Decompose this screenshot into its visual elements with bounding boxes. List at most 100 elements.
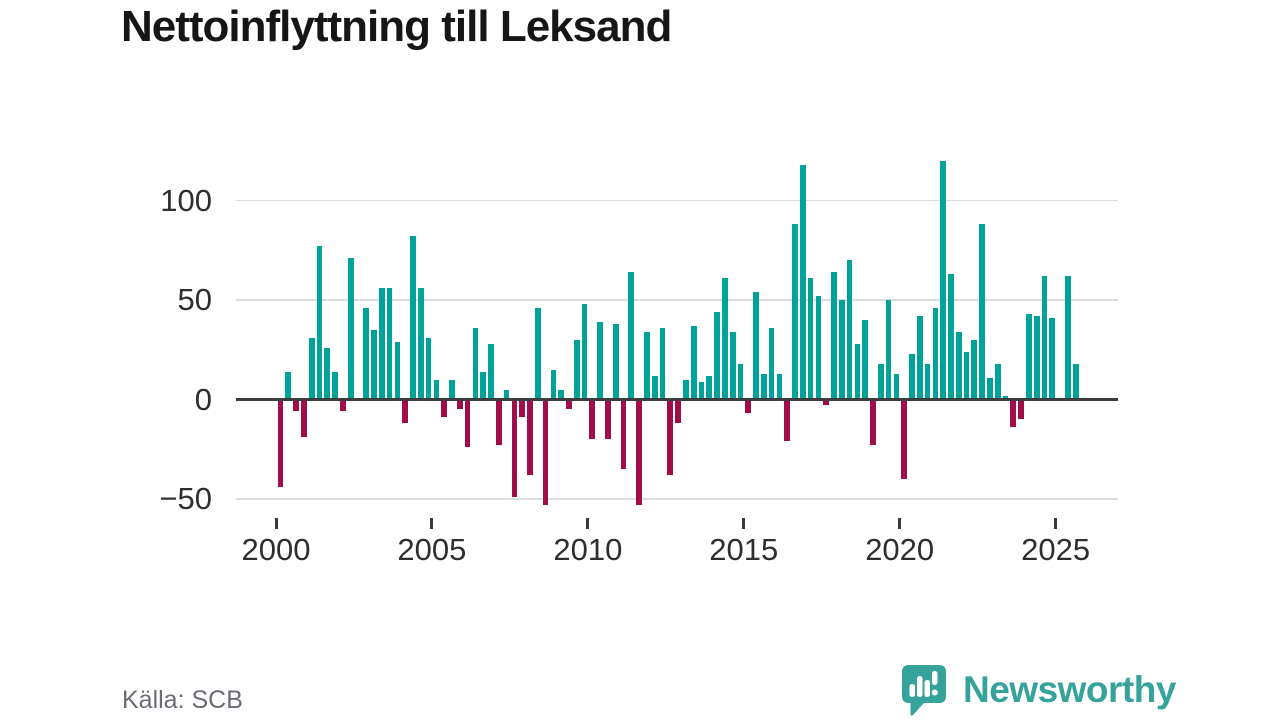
bar-2007-Q2 [503, 389, 510, 400]
bar-2004-Q1 [402, 399, 409, 424]
newsworthy-bubble-icon [902, 665, 946, 716]
bar-2024-Q3 [1041, 276, 1048, 400]
bar-2016-Q3 [792, 224, 798, 400]
bar-2004-Q4 [425, 337, 432, 400]
bar-2000-Q1 [277, 399, 284, 488]
y-axis-label-0: 0 [194, 381, 212, 417]
bar-2011-Q3 [636, 399, 642, 505]
x-axis-label-2000: 2000 [241, 532, 311, 567]
bar-2013-Q3 [698, 381, 705, 400]
bar-2022-Q1 [963, 351, 970, 400]
bar-2008-Q1 [527, 399, 533, 476]
bar-2006-Q1 [464, 399, 471, 448]
speech-bubble-shape [902, 665, 946, 716]
bar-2016-Q1 [776, 373, 783, 400]
bar-2003-Q4 [394, 341, 401, 400]
bar-2004-Q3 [417, 288, 424, 400]
x-axis-label-2020: 2020 [865, 532, 935, 567]
y-axis-label--50: −50 [159, 481, 212, 516]
bar-2017-Q2 [815, 296, 822, 400]
logo-bar-icon-1 [909, 684, 915, 697]
logo-exclamation-bar-icon [932, 671, 938, 685]
bar-2019-Q4 [893, 373, 900, 400]
bar-2006-Q3 [480, 371, 487, 400]
x-tick-2005 [430, 518, 434, 529]
bar-2018-Q2 [846, 260, 853, 400]
bar-2001-Q1 [308, 337, 315, 400]
bar-2018-Q3 [854, 343, 861, 400]
bar-2010-Q3 [605, 399, 611, 440]
logo-bar-icon-2 [917, 676, 923, 697]
x-axis-label-2025: 2025 [1021, 532, 1091, 567]
bar-2011-Q2 [628, 272, 635, 400]
bar-2023-Q2 [1002, 395, 1009, 400]
bar-2021-Q3 [948, 274, 954, 400]
bar-2017-Q4 [831, 272, 837, 400]
bar-2006-Q2 [472, 327, 479, 400]
bar-2003-Q2 [378, 288, 385, 400]
bar-2020-Q4 [924, 363, 931, 400]
bar-2003-Q1 [371, 329, 377, 400]
bar-2014-Q2 [722, 278, 728, 400]
bar-2023-Q3 [1010, 399, 1017, 428]
bar-2019-Q1 [870, 399, 876, 446]
bar-2010-Q2 [597, 321, 603, 400]
bar-2009-Q4 [581, 303, 588, 400]
bar-2007-Q4 [519, 399, 525, 418]
bar-2025-Q2 [1065, 276, 1071, 400]
bar-2009-Q1 [558, 389, 564, 400]
bar-2016-Q2 [784, 399, 791, 442]
bar-2008-Q4 [550, 369, 557, 400]
bar-2018-Q1 [838, 300, 845, 400]
bar-2022-Q3 [979, 224, 985, 400]
x-tick-2020 [898, 518, 902, 529]
bar-2014-Q1 [714, 311, 720, 400]
newsworthy-logo: Newsworthy [898, 663, 1176, 717]
bar-2008-Q3 [542, 399, 549, 505]
bar-2002-Q4 [363, 307, 370, 400]
x-tick-2000 [274, 518, 278, 529]
x-axis-label-2010: 2010 [553, 532, 623, 567]
bar-2009-Q3 [573, 339, 580, 400]
newsworthy-wordmark: Newsworthy [963, 669, 1176, 710]
bar-2002-Q2 [347, 258, 354, 400]
gridline-100 [236, 199, 1118, 202]
source-caption: Källa: SCB [122, 686, 243, 714]
bar-2019-Q2 [877, 363, 884, 400]
bar-2021-Q2 [940, 160, 946, 400]
gridline-50 [236, 299, 1118, 301]
bar-2000-Q4 [301, 399, 307, 438]
y-axis-label-100: 100 [160, 182, 212, 218]
bar-2005-Q1 [433, 379, 440, 400]
bar-2015-Q4 [768, 327, 775, 400]
bar-2021-Q1 [932, 307, 939, 400]
bar-2024-Q4 [1049, 317, 1056, 400]
bar-2012-Q1 [651, 375, 658, 400]
bar-2010-Q4 [612, 323, 619, 400]
bar-2023-Q4 [1018, 399, 1024, 420]
bar-2014-Q4 [737, 363, 744, 400]
x-tick-2015 [742, 518, 746, 529]
bar-2004-Q2 [410, 236, 416, 400]
bar-2000-Q3 [293, 399, 299, 412]
bar-2012-Q3 [667, 399, 674, 476]
bar-2007-Q3 [511, 399, 518, 497]
chart-title: Nettoinflyttning till Leksand [121, 2, 672, 51]
bar-2017-Q3 [823, 399, 830, 406]
bar-2020-Q1 [901, 399, 908, 480]
bar-2009-Q2 [566, 399, 572, 410]
bar-2022-Q4 [987, 377, 993, 400]
bar-2018-Q4 [862, 319, 869, 400]
bar-2005-Q2 [441, 399, 448, 418]
bar-2007-Q1 [495, 399, 502, 446]
bar-2021-Q4 [955, 331, 962, 400]
bar-2016-Q4 [799, 164, 806, 400]
bar-2015-Q1 [745, 399, 752, 414]
bar-2013-Q4 [706, 375, 713, 400]
bar-2022-Q2 [971, 339, 978, 400]
bar-2008-Q2 [534, 307, 541, 400]
bar-2015-Q2 [753, 292, 759, 400]
bar-2012-Q4 [675, 399, 681, 424]
bar-2014-Q3 [729, 331, 736, 400]
